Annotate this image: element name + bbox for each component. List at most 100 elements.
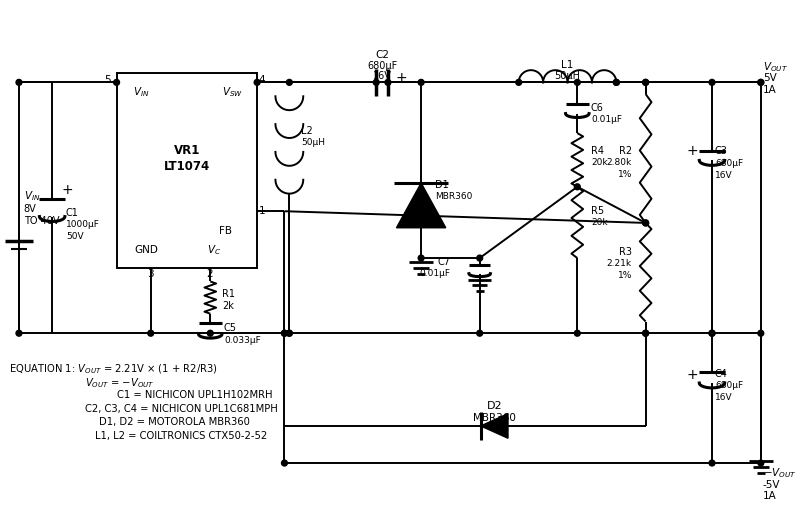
Text: 1%: 1% <box>618 170 632 179</box>
Text: 16V: 16V <box>715 393 733 402</box>
Text: L1: L1 <box>562 60 574 70</box>
Text: LT1074: LT1074 <box>164 160 210 173</box>
Circle shape <box>642 220 649 226</box>
Circle shape <box>418 255 424 261</box>
Circle shape <box>207 330 214 336</box>
Circle shape <box>286 330 292 336</box>
Text: 3: 3 <box>147 269 154 279</box>
Polygon shape <box>397 183 446 228</box>
Text: $V_{OUT}$ = $-V_{OUT}$: $V_{OUT}$ = $-V_{OUT}$ <box>86 376 154 390</box>
Text: 5: 5 <box>105 76 111 85</box>
Circle shape <box>709 460 715 466</box>
Circle shape <box>642 330 649 336</box>
Text: R5: R5 <box>591 206 604 216</box>
Circle shape <box>254 79 260 85</box>
Text: MBR360: MBR360 <box>473 413 516 423</box>
Circle shape <box>758 79 764 85</box>
Circle shape <box>286 330 292 336</box>
Text: C1: C1 <box>66 208 78 218</box>
Circle shape <box>418 79 424 85</box>
Text: 2k: 2k <box>222 301 234 311</box>
Text: L1, L2 = COILTRONICS CTX50-2-52: L1, L2 = COILTRONICS CTX50-2-52 <box>95 431 267 441</box>
Circle shape <box>642 79 649 85</box>
Text: $V_{IN}$: $V_{IN}$ <box>24 190 40 204</box>
Circle shape <box>758 79 764 85</box>
Text: $V_C$: $V_C$ <box>207 243 222 257</box>
Text: C4: C4 <box>715 369 728 379</box>
Circle shape <box>758 330 764 336</box>
Text: VR1: VR1 <box>174 144 200 157</box>
Text: 20k: 20k <box>591 218 607 228</box>
Text: 50μH: 50μH <box>554 70 581 81</box>
Text: R2: R2 <box>619 146 632 156</box>
Text: C6: C6 <box>591 103 604 113</box>
Circle shape <box>574 184 580 190</box>
Text: 0.01μF: 0.01μF <box>591 115 622 124</box>
Text: MBR360: MBR360 <box>434 192 472 201</box>
Circle shape <box>282 330 287 336</box>
Text: 680μF: 680μF <box>715 159 743 168</box>
Text: 680μF: 680μF <box>367 61 397 71</box>
Circle shape <box>758 460 764 466</box>
Text: C3: C3 <box>715 146 728 156</box>
Text: +: + <box>62 183 74 197</box>
Circle shape <box>16 330 22 336</box>
Text: 2.80k: 2.80k <box>606 158 632 167</box>
Text: L2: L2 <box>301 126 313 136</box>
Circle shape <box>148 330 154 336</box>
Text: +: + <box>396 71 407 85</box>
Circle shape <box>477 330 482 336</box>
Text: $V_{OUT}$: $V_{OUT}$ <box>762 60 788 73</box>
Text: 5V: 5V <box>762 73 777 83</box>
Circle shape <box>516 79 522 85</box>
Text: 16V: 16V <box>373 70 391 81</box>
Circle shape <box>614 79 619 85</box>
Text: R4: R4 <box>591 146 604 156</box>
Text: C2: C2 <box>375 50 389 60</box>
Text: D1, D2 = MOTOROLA MBR360: D1, D2 = MOTOROLA MBR360 <box>99 417 250 427</box>
Text: $V_{SW}$: $V_{SW}$ <box>222 85 243 99</box>
Text: D1: D1 <box>434 180 449 190</box>
Circle shape <box>477 255 482 261</box>
Bar <box>117 72 257 268</box>
Text: R1: R1 <box>222 289 235 299</box>
Polygon shape <box>481 414 508 438</box>
Text: GND: GND <box>134 245 158 255</box>
Text: D2: D2 <box>486 401 502 412</box>
Text: 1A: 1A <box>762 491 777 501</box>
Text: 0.033μF: 0.033μF <box>224 336 261 344</box>
Circle shape <box>574 79 580 85</box>
Text: C5: C5 <box>224 324 237 333</box>
Text: 50V: 50V <box>66 232 83 241</box>
Text: 4: 4 <box>258 76 266 85</box>
Circle shape <box>642 220 649 226</box>
Text: -5V: -5V <box>762 479 780 490</box>
Text: C7: C7 <box>438 257 450 267</box>
Text: FB: FB <box>219 226 232 235</box>
Text: EQUATION 1: $V_{OUT}$ = 2.21V × (1 + R2/R3): EQUATION 1: $V_{OUT}$ = 2.21V × (1 + R2/… <box>9 363 218 376</box>
Text: C2, C3, C4 = NICHICON UPL1C681MPH: C2, C3, C4 = NICHICON UPL1C681MPH <box>86 403 278 414</box>
Text: 1%: 1% <box>618 271 632 280</box>
Circle shape <box>385 79 391 85</box>
Circle shape <box>709 330 715 336</box>
Text: 0.01μF: 0.01μF <box>419 269 450 278</box>
Text: $V_{IN}$: $V_{IN}$ <box>133 85 150 99</box>
Text: 1000μF: 1000μF <box>66 220 100 229</box>
Circle shape <box>614 79 619 85</box>
Text: 50μH: 50μH <box>301 139 325 147</box>
Circle shape <box>574 330 580 336</box>
Text: 680μF: 680μF <box>715 381 743 390</box>
Text: 1: 1 <box>258 206 266 216</box>
Text: 2.21k: 2.21k <box>607 259 632 268</box>
Text: $-V_{OUT}$: $-V_{OUT}$ <box>762 466 797 480</box>
Text: C1 = NICHICON UPL1H102MRH: C1 = NICHICON UPL1H102MRH <box>117 390 272 400</box>
Text: TO 40V: TO 40V <box>24 216 59 226</box>
Text: +: + <box>686 368 698 382</box>
Text: 1A: 1A <box>762 85 777 95</box>
Circle shape <box>374 79 379 85</box>
Circle shape <box>642 79 649 85</box>
Text: +: + <box>686 144 698 158</box>
Circle shape <box>709 330 715 336</box>
Circle shape <box>282 330 287 336</box>
Circle shape <box>642 330 649 336</box>
